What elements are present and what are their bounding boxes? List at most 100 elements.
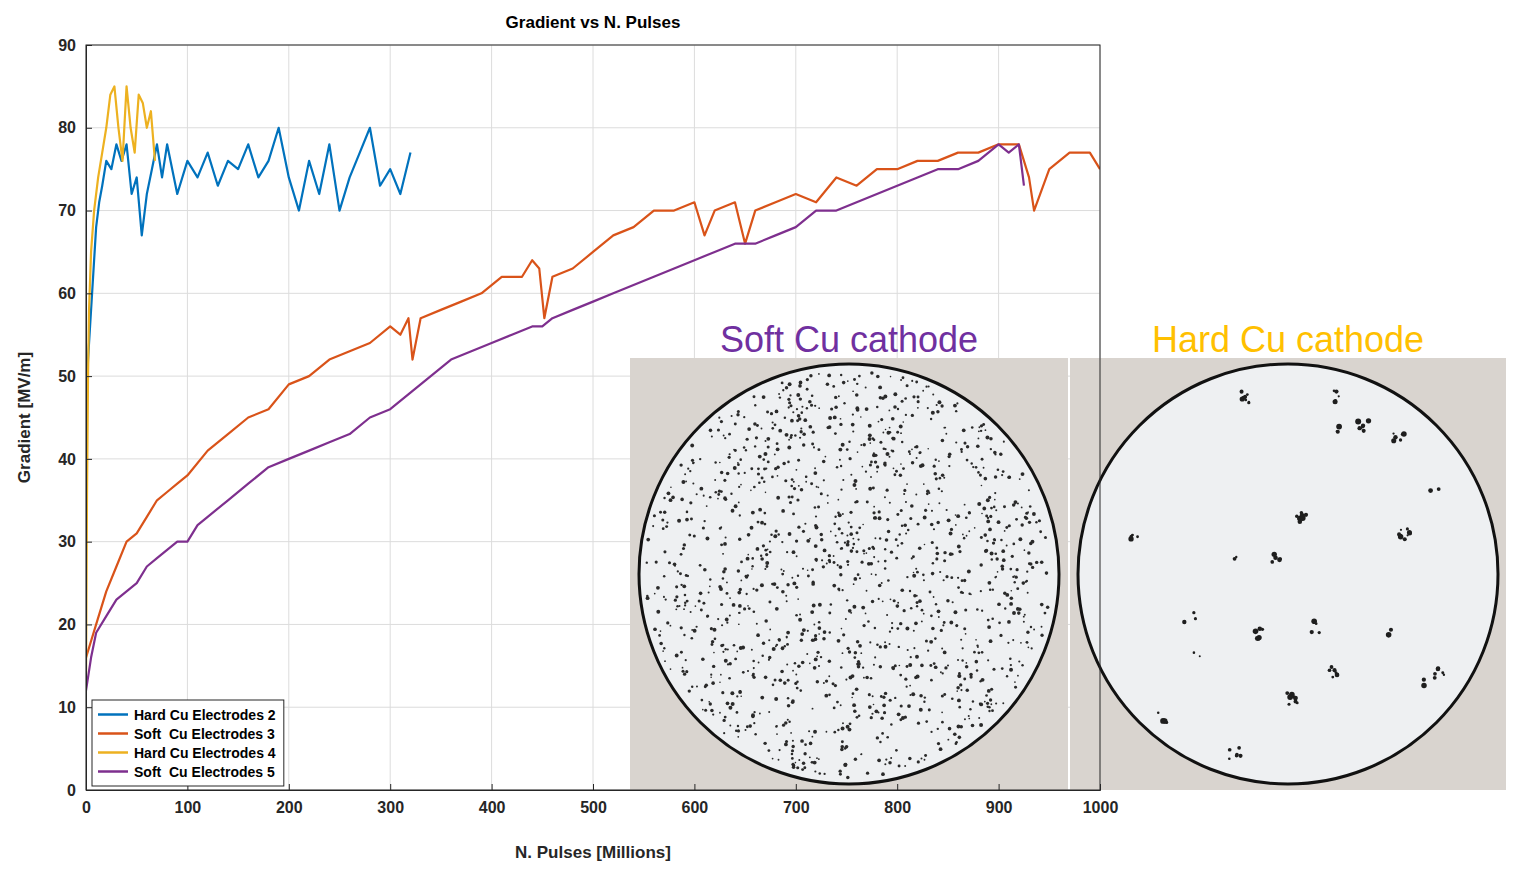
speck (920, 758, 922, 760)
speck (776, 442, 779, 445)
speck (855, 531, 858, 534)
speck (1244, 399, 1247, 402)
speck (960, 689, 962, 691)
speck (681, 480, 685, 484)
speck (814, 524, 817, 527)
speck (891, 627, 893, 629)
speck (841, 727, 845, 731)
speck (935, 557, 938, 560)
speck (820, 492, 823, 495)
speck (873, 664, 875, 666)
speck (836, 466, 839, 469)
speck (797, 598, 799, 600)
speck (938, 487, 941, 490)
speck (983, 467, 985, 469)
speck (941, 490, 943, 492)
speck (869, 641, 871, 643)
speck (847, 564, 849, 566)
speck (944, 427, 946, 429)
speck (765, 565, 768, 568)
speck (884, 763, 886, 765)
speck (826, 563, 828, 565)
speck (874, 460, 877, 463)
speck (665, 598, 667, 600)
speck (979, 703, 981, 705)
speck (872, 486, 875, 489)
speck (866, 500, 869, 503)
speck (861, 606, 865, 610)
speck (824, 694, 828, 698)
speck (791, 496, 794, 499)
speck (814, 657, 818, 661)
speck (848, 609, 852, 613)
speck (723, 542, 727, 546)
speck (722, 651, 724, 653)
speck (790, 485, 793, 488)
speck (799, 397, 802, 400)
speck (871, 546, 874, 549)
speck (876, 471, 878, 473)
speck (939, 747, 943, 751)
speck (876, 465, 879, 468)
speck (933, 472, 937, 476)
speck (906, 576, 908, 578)
speck (706, 505, 708, 507)
speck (906, 384, 909, 387)
speck (751, 568, 753, 570)
speck (693, 462, 695, 464)
speck (863, 677, 865, 679)
speck (688, 534, 691, 537)
speck (771, 583, 774, 586)
speck (852, 703, 856, 707)
speck (1011, 555, 1014, 558)
speck (957, 586, 960, 589)
speck (656, 586, 660, 590)
speck (662, 527, 665, 530)
speck (666, 521, 668, 523)
speck (995, 557, 998, 560)
speck (952, 601, 954, 603)
speck (1285, 691, 1289, 695)
speck (966, 445, 969, 448)
speck (731, 415, 733, 417)
speck (976, 444, 980, 448)
speck (960, 591, 963, 594)
speck (665, 525, 668, 528)
speck (664, 660, 666, 662)
speck (845, 679, 847, 681)
speck (882, 432, 884, 434)
speck (904, 397, 907, 400)
speck (880, 695, 883, 698)
speck (1001, 549, 1005, 553)
speck (731, 509, 735, 513)
speck (769, 629, 771, 631)
speck (935, 552, 939, 556)
speck (699, 487, 703, 491)
speck (703, 568, 707, 572)
speck (879, 665, 882, 668)
speck (957, 700, 959, 702)
speck (663, 596, 665, 598)
speck (788, 406, 790, 408)
title: Gradient vs N. Pulses (506, 13, 681, 32)
speck (781, 573, 784, 576)
speck (965, 633, 967, 635)
speck (870, 677, 873, 680)
speck (1399, 438, 1402, 441)
speck (991, 617, 994, 620)
speck (839, 423, 842, 426)
speck (720, 644, 723, 647)
speck (787, 398, 790, 401)
legend-label: Hard Cu Electrodes 4 (134, 745, 276, 761)
speck (812, 708, 814, 710)
speck (958, 672, 961, 675)
speck (777, 533, 779, 535)
speck (907, 385, 909, 387)
speck (652, 525, 654, 527)
speck (730, 691, 734, 695)
speck (1045, 571, 1049, 575)
speck (710, 674, 712, 676)
speck (739, 588, 742, 591)
speck (898, 646, 900, 648)
speck (700, 609, 703, 612)
